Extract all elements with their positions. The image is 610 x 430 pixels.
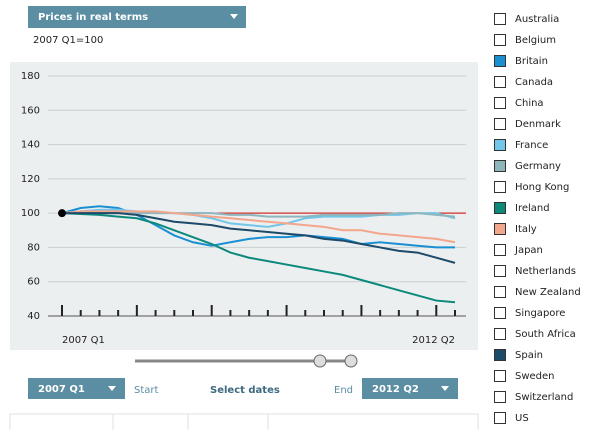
y-tick-label: 80	[27, 242, 40, 253]
y-tick-label: 120	[21, 174, 40, 185]
dropdown-arrow	[230, 14, 238, 19]
x-tick-label: 2007 Q1	[62, 335, 105, 346]
legend-checkbox[interactable]	[494, 286, 506, 298]
bottom-tabs	[9, 413, 479, 430]
legend-checkbox[interactable]	[494, 349, 506, 361]
legend-label[interactable]: Spain	[515, 350, 543, 361]
legend-checkbox[interactable]	[494, 265, 506, 277]
start-value: 2007 Q1	[38, 384, 85, 395]
select-dates: Select dates	[210, 385, 280, 396]
x-tick-label: 2012 Q2	[412, 335, 455, 346]
legend-label[interactable]: Canada	[515, 77, 553, 88]
plot-background	[10, 62, 478, 350]
legend-label[interactable]: Germany	[515, 161, 561, 172]
legend-checkbox[interactable]	[494, 244, 506, 256]
measure-dropdown[interactable]	[28, 6, 246, 28]
legend-label[interactable]: South Africa	[515, 329, 576, 340]
legend-label[interactable]: Ireland	[515, 203, 550, 214]
legend-checkbox[interactable]	[494, 202, 506, 214]
legend-checkbox[interactable]	[494, 55, 506, 67]
legend-label[interactable]: Hong Kong	[515, 182, 569, 193]
y-tick-label: 180	[21, 71, 40, 82]
legend-checkbox[interactable]	[494, 97, 506, 109]
legend-checkbox[interactable]	[494, 370, 506, 382]
chart-title: Prices in real terms	[38, 12, 148, 23]
series-line	[62, 212, 456, 264]
series-line	[61, 210, 456, 244]
y-tick-label: 160	[21, 105, 40, 116]
legend-label[interactable]: Belgium	[515, 35, 556, 46]
legend-checkbox[interactable]	[494, 307, 506, 319]
end-dropdown[interactable]	[362, 378, 458, 399]
legend-label[interactable]: China	[515, 98, 544, 109]
legend-label[interactable]: Switzerland	[515, 392, 573, 403]
slider-knob-start[interactable]	[313, 354, 327, 368]
legend-label[interactable]: Australia	[515, 14, 559, 25]
slider-knob-end[interactable]	[344, 354, 358, 368]
end-label: End	[334, 385, 353, 396]
legend-label[interactable]: Netherlands	[515, 266, 576, 277]
legend-checkbox[interactable]	[494, 160, 506, 172]
legend-label[interactable]: Italy	[515, 224, 537, 235]
legend-checkbox[interactable]	[494, 118, 506, 130]
dropdown-arrow	[441, 386, 449, 391]
legend-checkbox[interactable]	[494, 13, 506, 25]
legend-checkbox[interactable]	[494, 412, 506, 424]
y-tick-label: 60	[27, 277, 40, 288]
legend-label[interactable]: US	[515, 413, 529, 424]
legend-checkbox[interactable]	[494, 34, 506, 46]
legend-label[interactable]: Japan	[514, 245, 543, 256]
y-tick-label: 140	[21, 140, 40, 151]
legend-label[interactable]: Singapore	[515, 308, 565, 319]
legend-checkbox[interactable]	[494, 181, 506, 193]
legend-checkbox[interactable]	[494, 76, 506, 88]
legend-label[interactable]: Sweden	[515, 371, 555, 382]
legend-checkbox[interactable]	[494, 139, 506, 151]
chart-subtitle: 2007 Q1=100	[33, 35, 103, 46]
series-line	[61, 212, 456, 304]
end-value: 2012 Q2	[372, 384, 419, 395]
legend-label[interactable]: France	[515, 140, 548, 151]
start-label: Start	[134, 385, 159, 396]
y-tick-label: 100	[21, 208, 40, 219]
legend-checkbox[interactable]	[494, 328, 506, 340]
legend-label[interactable]: New Zealand	[515, 287, 581, 298]
y-tick-label: 40	[27, 311, 40, 322]
start-point	[58, 209, 66, 218]
legend-label[interactable]: Britain	[515, 56, 548, 67]
legend-checkbox[interactable]	[494, 391, 506, 403]
dropdown-arrow	[108, 386, 116, 391]
legend-label[interactable]: Denmark	[515, 119, 561, 130]
legend-checkbox[interactable]	[494, 223, 506, 235]
start-dropdown[interactable]	[28, 378, 125, 399]
